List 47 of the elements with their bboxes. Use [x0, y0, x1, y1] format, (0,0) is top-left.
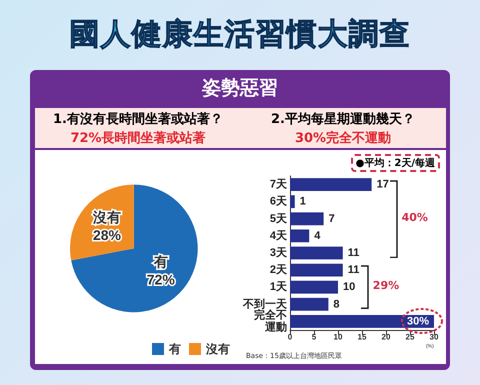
annotation: 29%	[372, 279, 400, 292]
annotation: 40%	[402, 210, 428, 224]
bar	[290, 229, 310, 242]
x-tick-label: 10	[334, 332, 343, 342]
data-label: 11	[348, 247, 360, 259]
data-label: 17	[376, 178, 389, 191]
x-tick-label: 20	[382, 332, 391, 342]
chart-subtitle: 30%完全不運動	[294, 130, 392, 148]
y-tick-label: 4天	[270, 230, 288, 242]
bar	[290, 246, 343, 260]
data-label: 30%	[406, 315, 430, 328]
legend-label: 有	[168, 342, 181, 356]
bar	[290, 264, 343, 277]
x-tick-label: 15	[358, 332, 367, 342]
bar	[290, 212, 324, 226]
chart-title: 1.有沒有長時間坐著或站著？	[52, 111, 224, 129]
y-tick-label: 7天	[270, 178, 288, 191]
y-tick-label: 不到一天	[242, 298, 288, 310]
y-tick-label: 1天	[270, 281, 288, 294]
y-tick-label: 6天	[270, 196, 288, 208]
x-tick-label: 30	[430, 332, 439, 342]
data-label: 8	[333, 298, 340, 310]
y-tick-label: 3天	[270, 247, 288, 259]
bar	[290, 315, 434, 328]
data-label: 10	[343, 281, 356, 294]
slice-label: 有	[152, 254, 168, 270]
y-tick-label: 5天	[270, 212, 288, 225]
chart-title: 2.平均每星期運動幾天？	[270, 111, 416, 129]
data-label: 28%	[92, 227, 122, 244]
y-tick-label: 2天	[270, 264, 288, 276]
bar	[290, 280, 338, 294]
text: 姿勢惡習	[201, 76, 279, 101]
data-label: 11	[348, 264, 360, 276]
x-tick-label: 25	[406, 332, 415, 342]
chart-subtitle: 72%長時間坐著或站著	[69, 130, 207, 148]
data-label: 4	[314, 230, 322, 242]
data-label: 7	[328, 212, 335, 225]
slice-label: 沒有	[92, 209, 121, 226]
bar	[290, 178, 372, 191]
text: ●平均：2天/每週	[350, 154, 440, 172]
data-label: 1	[300, 196, 306, 208]
text: 國人健康生活習慣大調查	[68, 16, 412, 54]
legend-label: 沒有	[205, 342, 230, 356]
bar	[290, 195, 295, 208]
bar	[290, 298, 328, 311]
y-tick-label: 完全不運動	[254, 308, 287, 334]
data-label: 72%	[146, 272, 176, 288]
